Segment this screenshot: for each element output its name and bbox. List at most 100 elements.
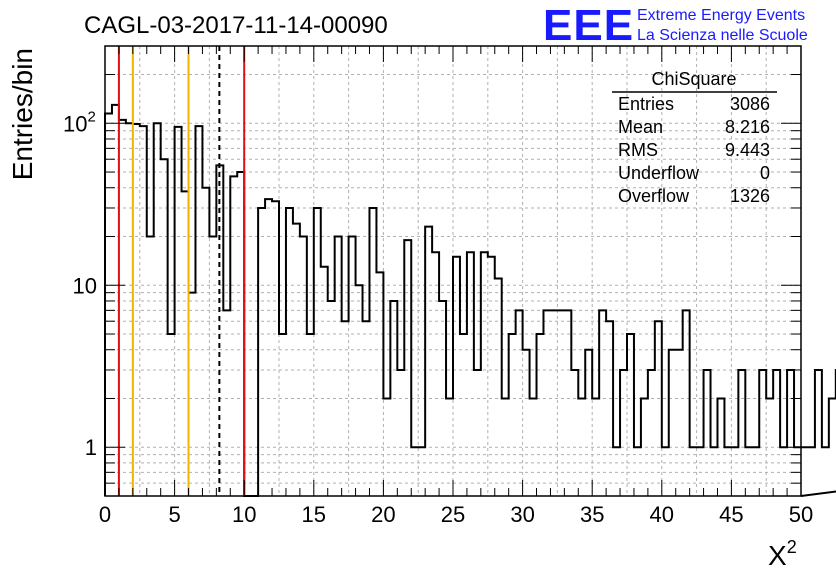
histogram-bin [550,310,557,496]
x-tick-label: 30 [510,502,534,527]
histogram-bin [119,120,126,496]
histogram-bin [189,293,196,496]
histogram-bin [543,310,550,496]
eee-logo-line2: La Scienza nelle Scuole [637,27,808,44]
histogram-bin [683,310,690,496]
histogram-bin [432,252,439,496]
histogram-bin [467,252,474,496]
x-tick-label: 40 [650,502,674,527]
axes [104,45,802,497]
histogram-bin [376,272,383,496]
histogram-bars [104,103,836,497]
histogram-bin [627,334,634,496]
histogram-bin [717,398,724,496]
histogram-bin [537,334,544,496]
histogram-bin [808,447,815,496]
histogram-bin [383,398,390,496]
histogram-bin [328,301,335,496]
x-axis-label: X2 [768,537,797,571]
histogram-bin [307,334,314,496]
histogram-bin [613,447,620,496]
histogram-bin [585,350,592,496]
histogram-bin [773,370,780,496]
histogram-bin [759,370,766,496]
histogram-bin [279,334,286,496]
histogram-bin [223,310,230,496]
histogram-bin [140,126,147,496]
histogram-bin [523,350,530,496]
histogram-bin [557,310,564,496]
histogram-bin [237,172,244,496]
histogram-bin [342,321,349,496]
histogram-bin [460,334,467,496]
histogram-bin [349,237,356,496]
histogram-bin [363,321,370,496]
histogram-bin [766,398,773,496]
histogram-bin [578,398,585,496]
histogram-bin [752,447,759,496]
y-axis-label: Entries/bin [7,48,38,180]
histogram-bin [669,350,676,496]
x-tick-label: 0 [99,502,111,527]
histogram-bin [530,398,537,496]
histogram-bin [738,370,745,496]
histogram-bin [474,370,481,496]
histogram-bin [105,113,112,496]
histogram-bin [655,321,662,496]
reference-lines [117,46,246,496]
histogram-bin [356,285,363,496]
stats-label-overflow: Overflow [618,186,690,206]
histogram-bin [195,126,202,496]
histogram-bin [321,267,328,496]
histogram-bin [711,447,718,496]
histogram-bin [495,279,502,496]
x-tick-label: 50 [789,502,813,527]
histogram-bin [126,123,133,496]
histogram-bin [599,310,606,496]
x-tick-label: 45 [719,502,743,527]
histogram-bin [293,224,300,496]
histogram-bin [272,201,279,496]
histogram-bin [724,447,731,496]
histogram-bin [787,370,794,496]
histogram-bin [154,123,161,496]
histogram-bin [564,310,571,496]
histogram-bin [704,370,711,496]
x-axis-label-superscript: 2 [787,537,797,557]
histogram-bin [502,398,509,496]
histogram-bin [168,334,175,496]
histogram-bin [780,447,787,496]
histogram-bin [425,227,432,496]
histogram-bin [175,127,182,496]
y-tick-label: 102 [63,108,96,136]
histogram-bin [230,176,237,496]
x-tick-label: 25 [441,502,465,527]
histogram-bin [676,350,683,496]
histogram-bin [592,398,599,496]
histogram-bin [369,208,376,496]
y-tick-label-base: 10 [63,111,87,136]
histogram-bin [606,321,613,496]
stats-value-mean: 8.216 [725,117,770,137]
histogram-bin [488,257,495,496]
y-tick-label: 10 [73,273,97,298]
histogram-bin [453,257,460,496]
stats-label-rms: RMS [618,140,658,160]
chart-title: CAGL-03-2017-11-14-00090 [84,12,388,39]
y-tick-label: 1 [85,435,97,460]
histogram-bin [641,398,648,496]
x-tick-label: 5 [168,502,180,527]
histogram-bin [745,447,752,496]
histogram-bin [112,105,119,496]
stats-value-entries: 3086 [730,94,770,114]
histogram-bin [801,447,808,496]
histogram-bin [202,188,209,496]
histogram-bin [182,191,189,496]
histogram-bin [265,199,272,496]
eee-logo-line1: Extreme Energy Events [637,7,805,24]
x-tick-label: 35 [580,502,604,527]
stats-label-mean: Mean [618,117,663,137]
histogram-bin [634,447,641,496]
histogram-bin [815,370,822,496]
